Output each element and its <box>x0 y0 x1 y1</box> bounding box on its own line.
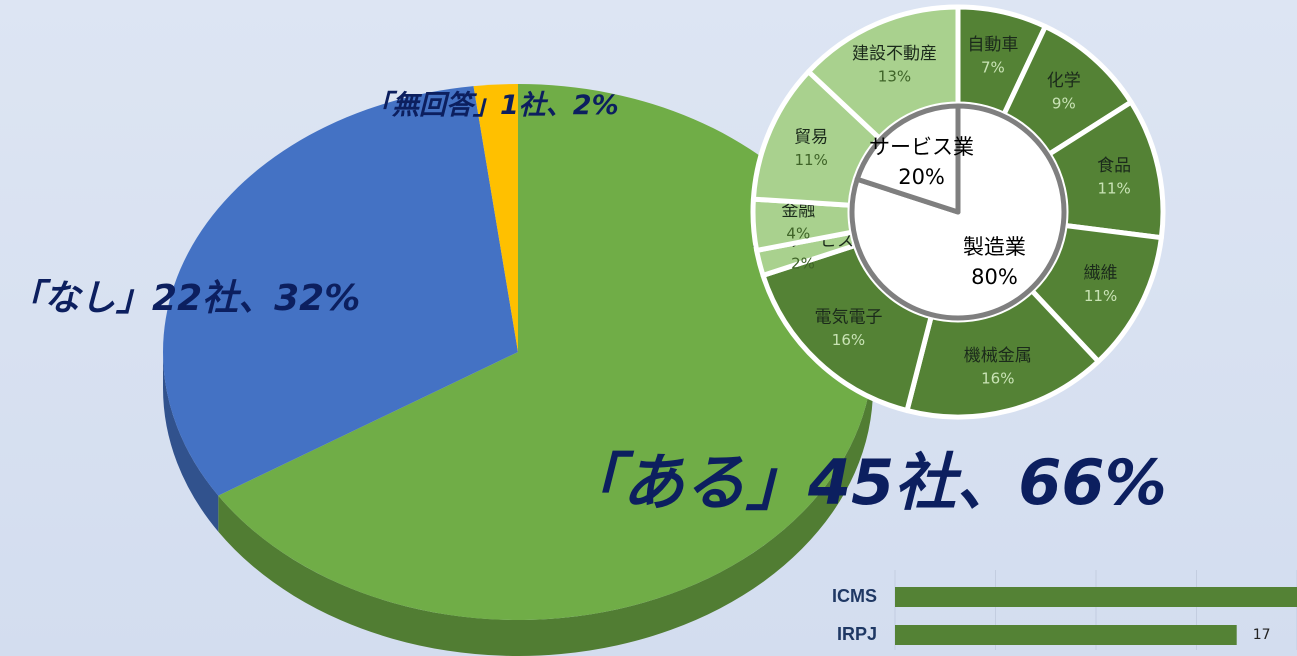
bar <box>895 625 1237 645</box>
pie-slice <box>162 86 519 496</box>
donut-label-category: 繊維 <box>1084 264 1118 284</box>
donut-label-value: 2% <box>791 254 815 272</box>
pie-side <box>163 352 219 532</box>
donut-label-value: 9% <box>1052 94 1076 112</box>
pie-label-value: 1社、2% <box>500 90 619 121</box>
pie-label: 「なし」22社、32% <box>8 278 360 319</box>
pie-label: 「ある」45社、66% <box>560 446 1167 519</box>
donut-label-category: 電気電子 <box>814 308 882 328</box>
donut-label-value: 11% <box>794 151 827 169</box>
pie-label-value: 80% <box>971 265 1018 289</box>
pie-label-category: 「無回答」 <box>365 90 500 121</box>
donut-label-value: 16% <box>832 331 865 349</box>
pie-label: 「無回答」1社、2% <box>365 90 619 121</box>
pie-label-category: サービス業 <box>869 135 974 159</box>
donut-label-category: 金融 <box>781 201 815 221</box>
bar <box>895 587 1297 607</box>
pie-slice <box>849 103 1067 321</box>
donut-label-category: 機械金属 <box>964 346 1032 366</box>
donut-label-category: 化学 <box>1047 71 1081 91</box>
pie-slice <box>218 84 874 620</box>
donut-label-category: 貿易 <box>794 127 828 147</box>
donut-label-category: 建設不動産 <box>852 44 937 64</box>
donut-label-value: 11% <box>1097 180 1130 198</box>
pie-label-value: 20% <box>898 165 945 189</box>
pie-slice <box>854 103 961 215</box>
pie-side <box>218 352 874 656</box>
bar-value-label: 17 <box>1253 627 1271 643</box>
bar-category-label: ICMS <box>832 586 877 606</box>
pie-label-value: 22社、32% <box>152 278 360 319</box>
donut-label-value: 16% <box>981 369 1014 387</box>
donut-label-value: 11% <box>1084 287 1117 305</box>
donut-label-category: 自動車 <box>967 35 1018 55</box>
pie-label-category: 製造業 <box>963 235 1026 259</box>
pie-label-value: 45社、66% <box>807 446 1167 519</box>
donut-label-value: 7% <box>981 58 1005 76</box>
pie-slice <box>473 84 518 352</box>
donut-label-value: 13% <box>878 68 911 86</box>
pie-label-category: 「なし」 <box>8 278 152 319</box>
bar-category-label: IRPJ <box>837 624 877 644</box>
donut-label-category: 食品 <box>1097 156 1131 176</box>
pie-label-category: 「ある」 <box>560 446 808 519</box>
donut-label-value: 4% <box>786 225 810 243</box>
